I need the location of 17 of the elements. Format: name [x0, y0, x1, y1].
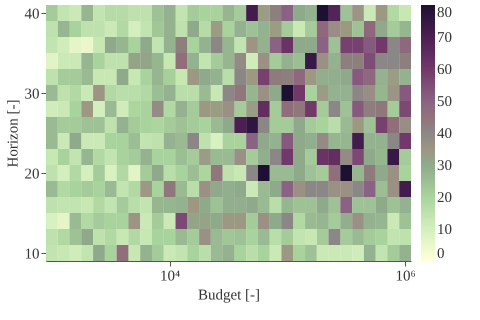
color-bar-label: 80: [437, 5, 452, 21]
x-tick-label: 10⁶: [395, 268, 416, 284]
y-tick-label: 30: [24, 86, 40, 102]
color-bar-label: 30: [437, 158, 452, 174]
y-axis-title: Horizon [-]: [6, 100, 22, 168]
y-tick-label: 10: [24, 246, 40, 262]
color-bar-label: 0: [437, 246, 444, 262]
color-bar-label: 40: [437, 126, 452, 142]
x-axis-title: Budget [-]: [198, 288, 260, 304]
color-bar-label: 70: [437, 30, 452, 46]
color-bar-label: 50: [437, 94, 452, 110]
color-bar-label: 20: [437, 190, 452, 206]
color-bar-label: 10: [437, 222, 452, 238]
color-bar-label: 60: [437, 62, 452, 78]
y-tick-label: 40: [24, 6, 40, 22]
y-tick-label: 20: [24, 166, 40, 182]
x-tick-label: 10⁴: [160, 268, 180, 284]
